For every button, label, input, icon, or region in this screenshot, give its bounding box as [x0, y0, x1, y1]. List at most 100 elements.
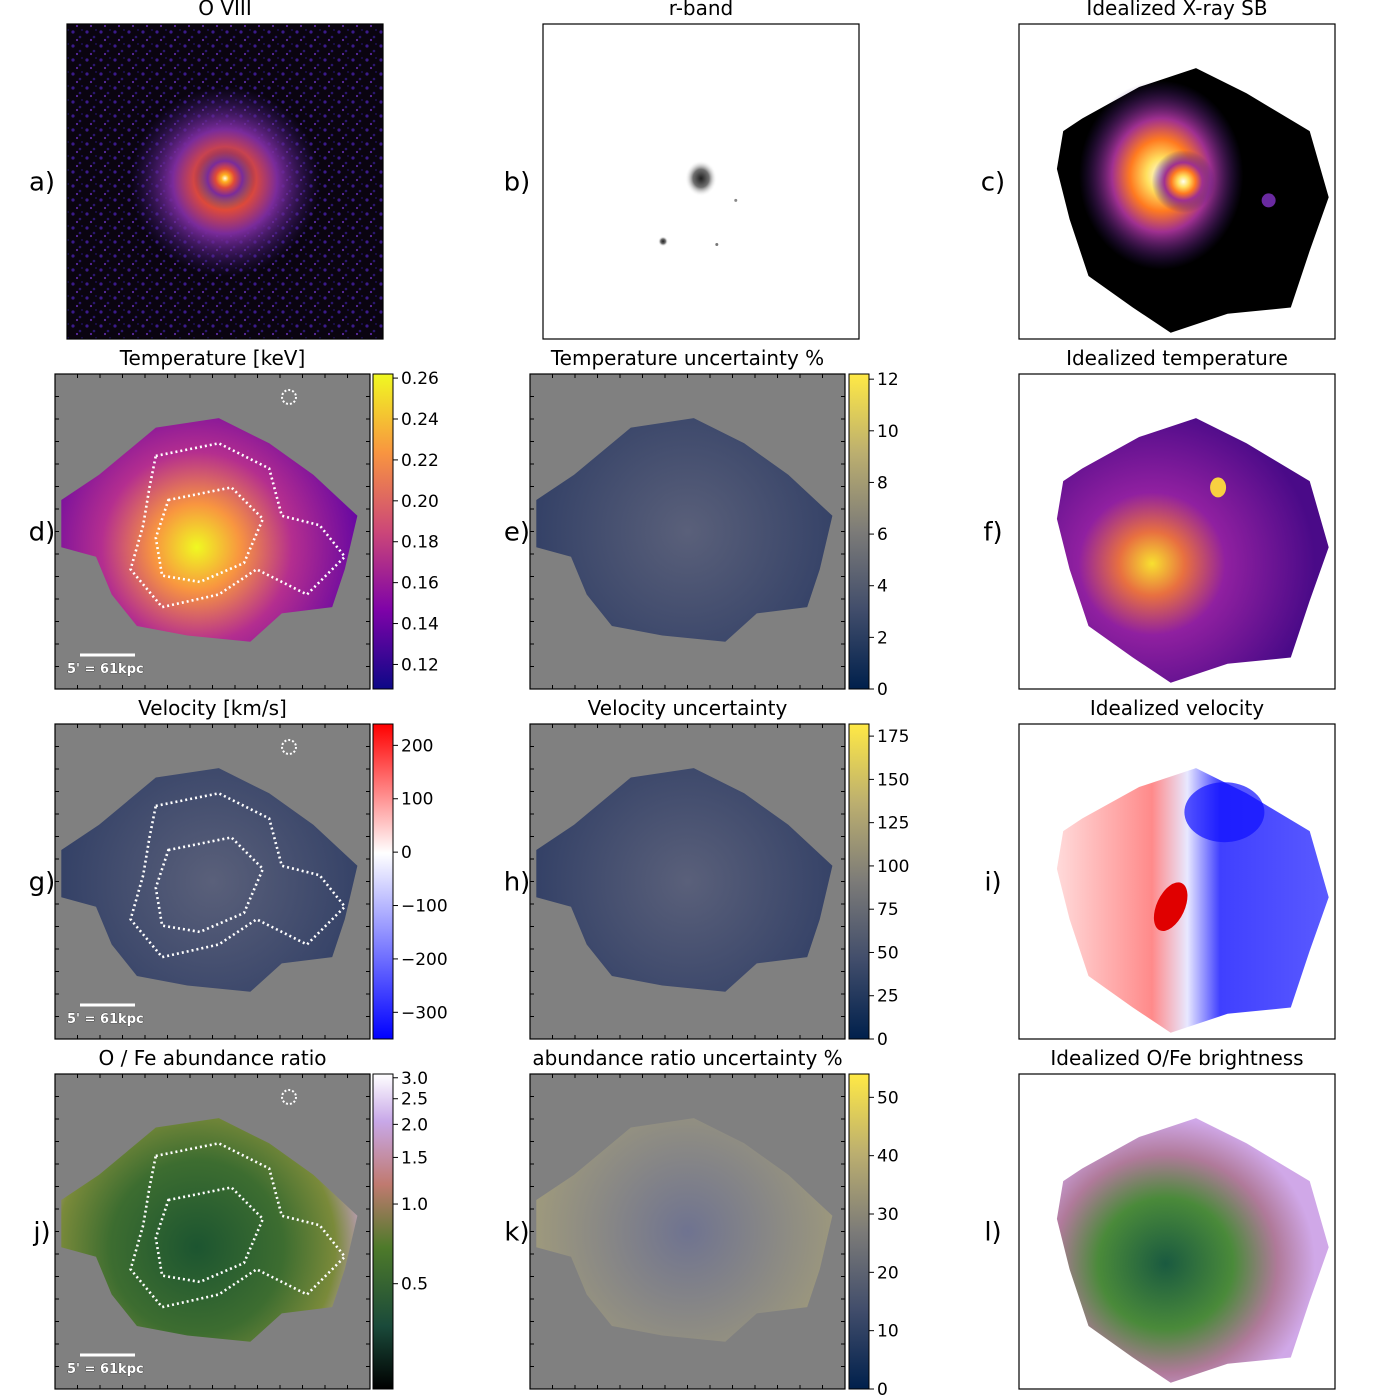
- scalebar-label: 5' = 61kpc: [67, 1362, 144, 1377]
- beam-marker: [281, 389, 297, 405]
- contour-outer: [129, 1141, 347, 1309]
- colorbar-tick-label: 0.24: [401, 410, 439, 430]
- scalebar-label: 5' = 61kpc: [67, 662, 144, 677]
- panel-title: Velocity uncertainty: [588, 696, 788, 720]
- panel-frame: [529, 723, 846, 1040]
- colorbar-tick-label: 0: [401, 843, 412, 863]
- panel-frame: [1018, 723, 1336, 1040]
- panel-a: O VIII a): [29, 0, 384, 340]
- panel-frame: [529, 373, 846, 690]
- colorbar-tick-label: −300: [401, 1003, 448, 1023]
- rband-galaxy: [685, 160, 717, 197]
- panel-d: Temperature [keV] d) 5' = 61kpc 0.12 0.14 0.1…: [29, 346, 439, 690]
- panel-title: Idealized velocity: [1090, 696, 1264, 720]
- colorbar-tick-label: 10: [877, 422, 899, 442]
- panel-label: e): [504, 518, 530, 548]
- colorbar-tick-label: 40: [877, 1147, 899, 1167]
- colorbar-tick-label: 0.5: [401, 1275, 428, 1295]
- panel-k: abundance ratio uncertainty % k) 0 10 20 30 40…: [504, 1046, 898, 1400]
- colorbar-tick-label: 0.12: [401, 655, 439, 675]
- rband-star: [734, 198, 738, 202]
- rband-companion: [658, 236, 669, 247]
- panel-g: Velocity [km/s] g) 5' = 61kpc 200 100 0 −100 −2…: [29, 696, 448, 1040]
- colorbar-tick-label: 50: [877, 1088, 899, 1108]
- panel-title: O / Fe abundance ratio: [99, 1046, 327, 1070]
- panel-label: i): [984, 868, 1001, 898]
- panel-label: l): [984, 1218, 1001, 1248]
- scalebar-label: 5' = 61kpc: [67, 1012, 144, 1027]
- sb-core: [1151, 150, 1215, 213]
- colorbar-tick-label: 175: [877, 727, 909, 747]
- ideal-feature: [1210, 477, 1227, 498]
- colorbar-tick-label: 150: [877, 770, 909, 790]
- colorbar-tick-label: 0: [877, 680, 888, 700]
- colorbar-tick-label: 2.5: [401, 1090, 428, 1110]
- colorbar-tick-label: 0.14: [401, 615, 439, 635]
- panel-frame: [1018, 23, 1336, 340]
- colorbar-tick-label: −100: [401, 897, 448, 917]
- panel-label: g): [29, 868, 56, 898]
- colorbar-tick-label: 25: [877, 987, 899, 1007]
- panel-title: abundance ratio uncertainty %: [532, 1046, 842, 1070]
- ideal-feature: [1153, 882, 1188, 931]
- panel-label: d): [29, 518, 56, 548]
- ideal-feature: [1184, 782, 1265, 843]
- panel-label: j): [32, 1218, 50, 1248]
- panel-l: Idealized O/Fe brightness l): [984, 1046, 1336, 1390]
- colorbar-tick-label: 125: [877, 814, 909, 834]
- colorbar: [372, 1073, 394, 1390]
- panel-b: r-band b): [504, 0, 860, 340]
- colorbar-tick-label: 12: [877, 370, 899, 390]
- colorbar: [848, 723, 870, 1040]
- panel-frame: [66, 23, 384, 340]
- panel-c: Idealized X-ray SB c): [981, 0, 1336, 340]
- beam-marker: [281, 1089, 297, 1105]
- colorbar: [372, 373, 394, 690]
- contour-inner: [154, 1185, 265, 1284]
- panel-h: Velocity uncertainty h) 0 25 50 75 100 125 150 17…: [504, 696, 910, 1050]
- colorbar-tick-label: 3.0: [401, 1069, 428, 1089]
- colorbar-tick-label: 100: [877, 857, 909, 877]
- colorbar: [372, 723, 394, 1040]
- panel-title: Velocity [km/s]: [138, 696, 287, 720]
- panel-f: Idealized temperature f): [983, 346, 1336, 690]
- panel-title: Idealized temperature: [1066, 346, 1288, 370]
- colorbar-tick-label: 0.16: [401, 574, 439, 594]
- panel-frame: [1018, 1073, 1336, 1390]
- colorbar-tick-label: 2.0: [401, 1115, 428, 1135]
- colorbar-tick-label: 1.5: [401, 1148, 428, 1168]
- panel-frame: [54, 723, 371, 1040]
- colorbar-tick-label: 2: [877, 628, 888, 648]
- colorbar-tick-label: 10: [877, 1322, 899, 1342]
- panel-title: Temperature uncertainty %: [550, 346, 824, 370]
- ideal-field: [1056, 418, 1329, 683]
- panel-label: h): [504, 868, 531, 898]
- colorbar-tick-label: 0.18: [401, 533, 439, 553]
- ideal-field: [1056, 1118, 1329, 1383]
- colorbar-tick-label: 4: [877, 577, 888, 597]
- panel-j: O / Fe abundance ratio j) 5' = 61kpc 0.5 1.0…: [32, 1046, 428, 1390]
- panel-label: f): [983, 518, 1002, 548]
- colorbar-tick-label: 0.22: [401, 451, 439, 471]
- colorbar-tick-label: 75: [877, 900, 899, 920]
- panel-e: Temperature uncertainty % e) 0 2 4 6 8 10 12: [504, 346, 899, 700]
- colorbar: [848, 373, 870, 690]
- panel-label: c): [981, 168, 1005, 198]
- panel-title: Idealized X-ray SB: [1086, 0, 1267, 20]
- panel-frame: [1018, 373, 1336, 690]
- colorbar: [848, 1073, 870, 1390]
- sb-clump: [1261, 193, 1276, 208]
- panel-title: Temperature [keV]: [119, 346, 306, 370]
- rband-star: [715, 243, 719, 246]
- contour-inner: [154, 485, 265, 584]
- panel-frame: [542, 23, 860, 340]
- panel-i: Idealized velocity i): [984, 696, 1336, 1040]
- colorbar-tick-label: 1.0: [401, 1195, 428, 1215]
- panel-title: Idealized O/Fe brightness: [1050, 1046, 1303, 1070]
- colorbar-tick-label: 30: [877, 1205, 899, 1225]
- panel-title: O VIII: [198, 0, 251, 20]
- colorbar-tick-label: 100: [401, 790, 433, 810]
- colorbar-tick-label: −200: [401, 950, 448, 970]
- panel-label: k): [504, 1218, 529, 1248]
